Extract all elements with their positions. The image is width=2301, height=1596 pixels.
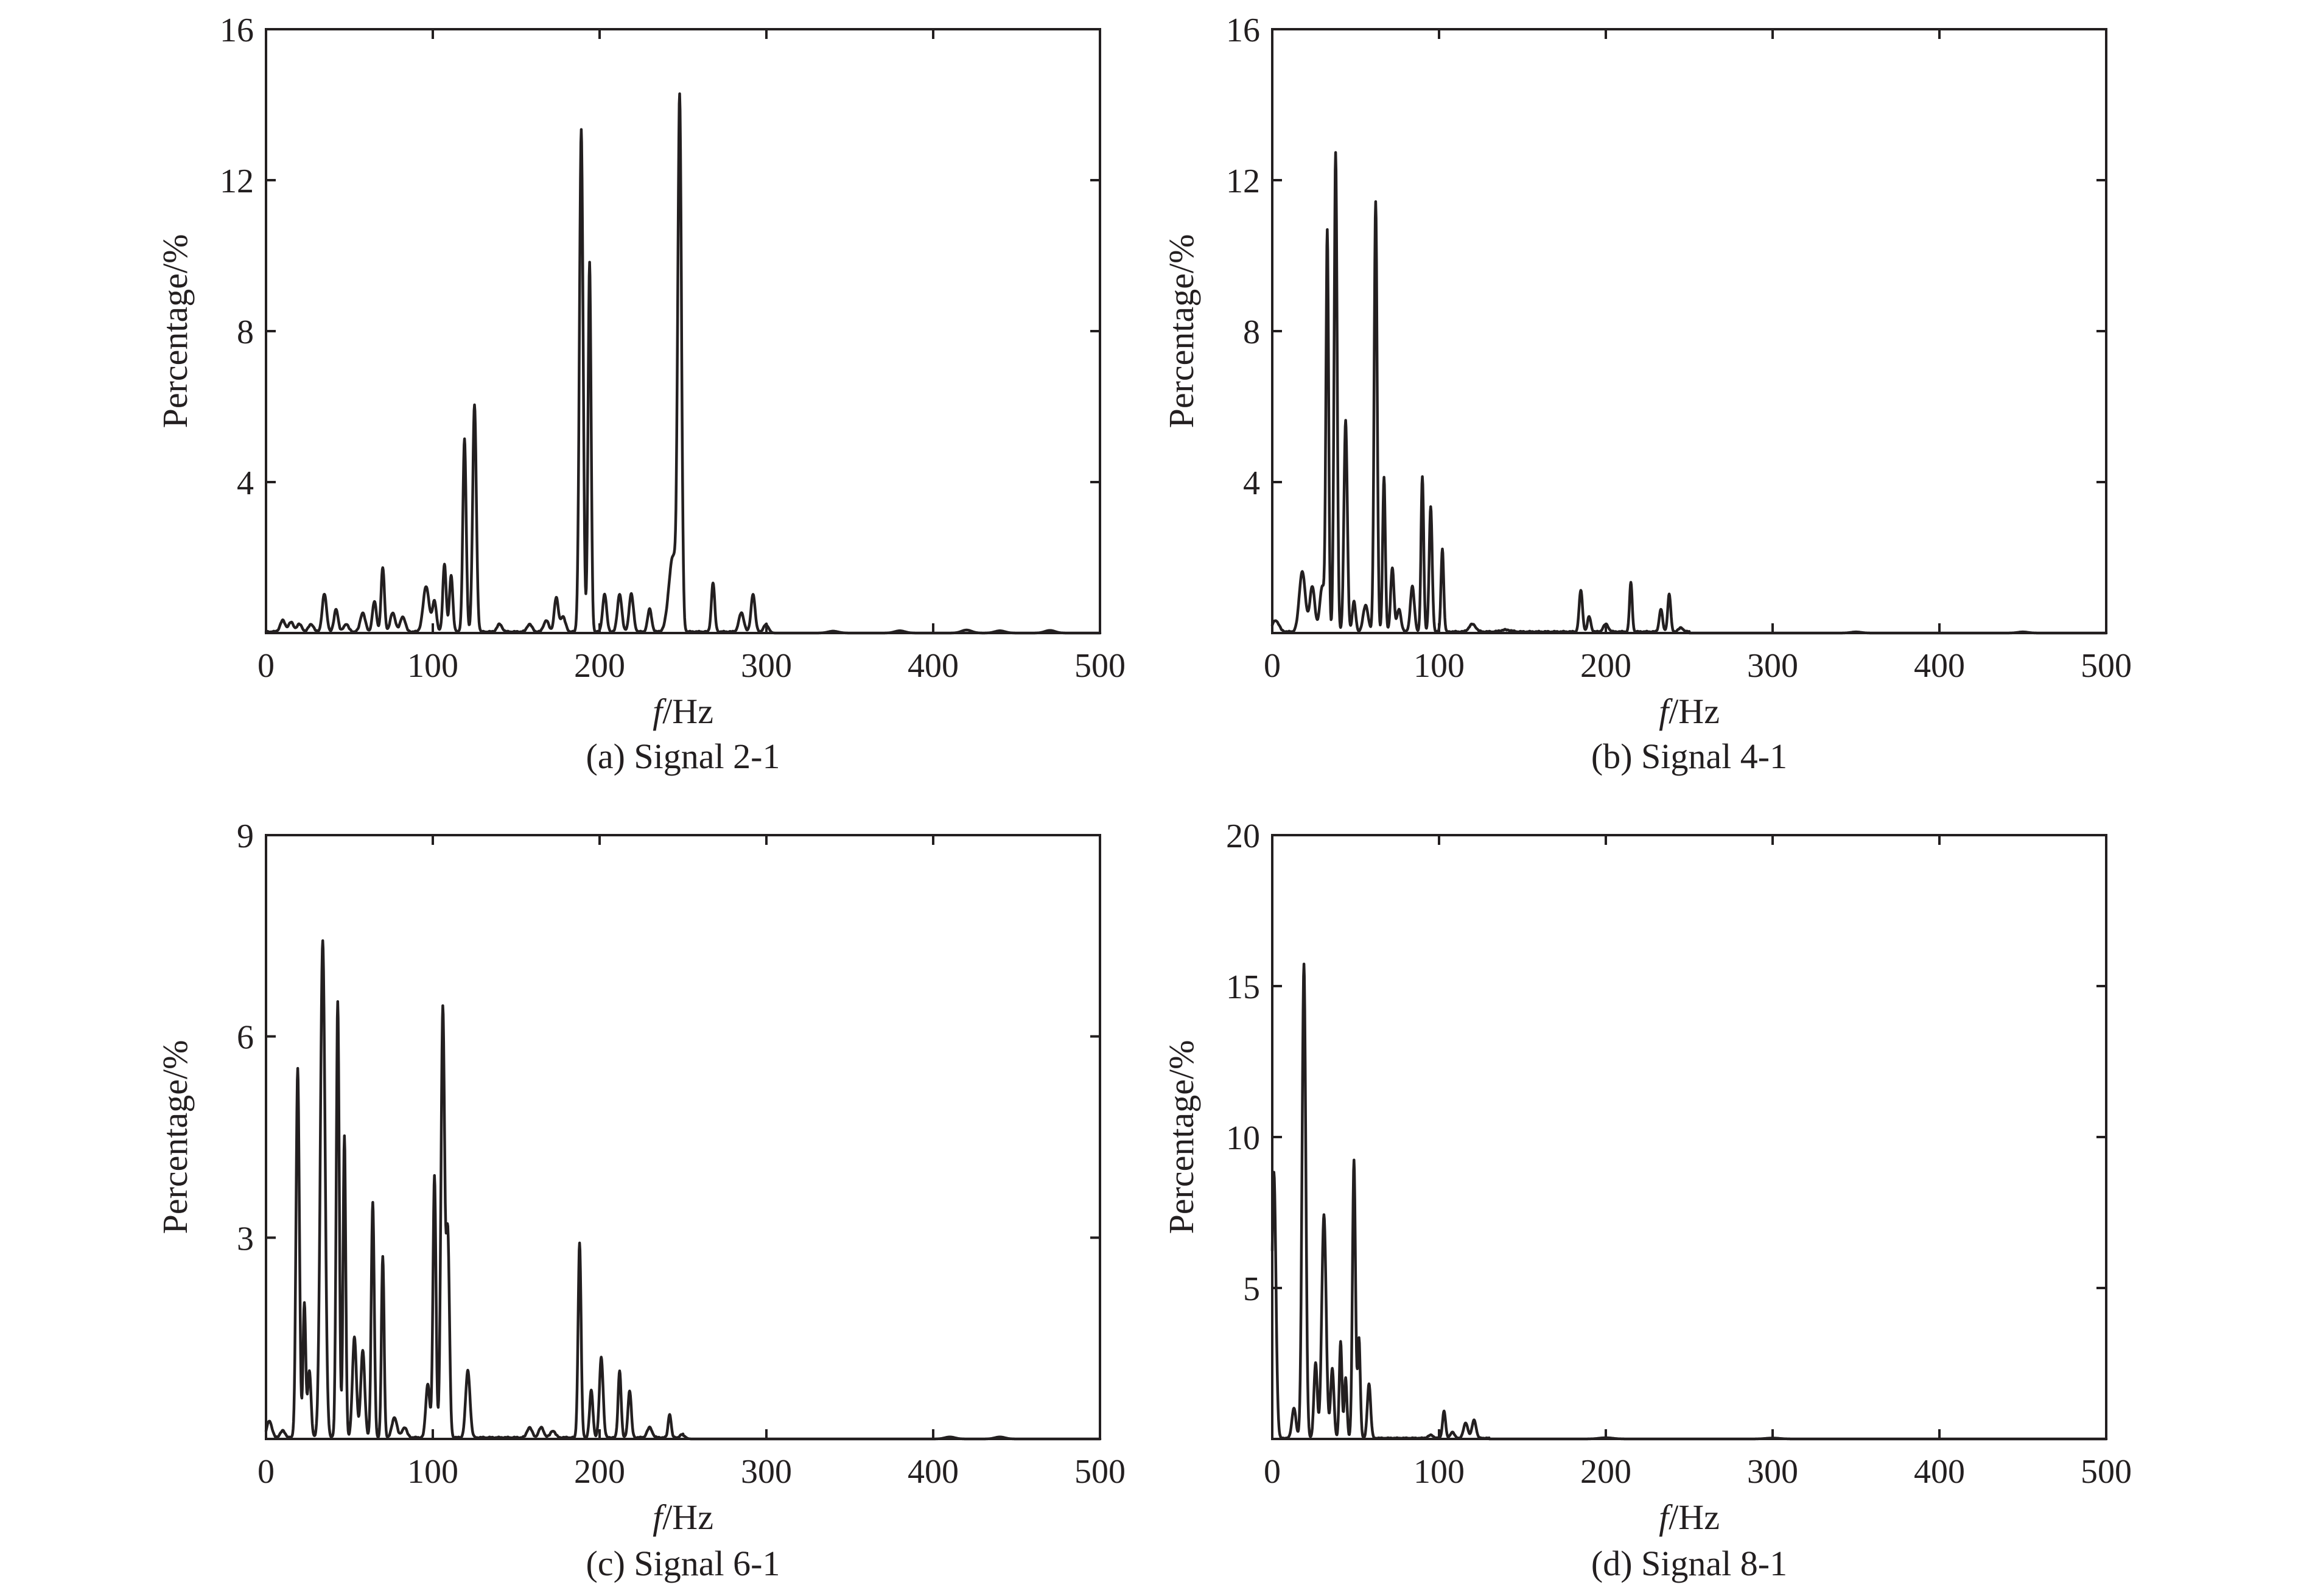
y-tick-label: 12 — [220, 163, 254, 200]
x-tick-label: 300 — [741, 1453, 792, 1491]
x-tick-label: 200 — [574, 647, 625, 685]
x-tick-label: 500 — [2081, 1453, 2132, 1491]
x-tick-label: 500 — [2081, 647, 2132, 685]
x-tick-label: 0 — [257, 1453, 275, 1491]
x-tick-label: 300 — [741, 647, 792, 685]
chart-panel-4: 0 100 200 300 400 500 5 10 15 20 f/Hz Percentage/% (… — [1161, 817, 2132, 1583]
x-tick-label: 300 — [1747, 1453, 1798, 1491]
chart-panel-1: 0 100 200 300 400 500 4 8 12 16 f/Hz Percentage/% (a… — [155, 12, 1126, 776]
plot-frame — [265, 28, 1101, 634]
x-tick-label: 100 — [1413, 1453, 1465, 1491]
chart-panel-3: 0 100 200 300 400 500 3 6 9 f/Hz Percentage/% (c) S… — [155, 817, 1126, 1583]
chart-panel-2: 0 100 200 300 400 500 4 8 12 16 f/Hz Percentage/% (b… — [1161, 12, 2132, 776]
x-tick-label: 400 — [908, 647, 959, 685]
data-series-line — [1270, 962, 2108, 1441]
y-tick-label: 3 — [237, 1220, 254, 1258]
chart-caption: (c) Signal 6-1 — [586, 1544, 780, 1583]
x-tick-label: 300 — [1747, 647, 1798, 685]
y-tick-label: 15 — [1226, 968, 1260, 1006]
chart-caption: (d) Signal 8-1 — [1591, 1544, 1787, 1583]
data-series-line — [264, 939, 1102, 1441]
x-tick-label: 400 — [1914, 1453, 1965, 1491]
x-tick-label: 100 — [1413, 647, 1465, 685]
y-tick-label: 16 — [1226, 12, 1260, 49]
x-tick-label: 100 — [407, 1453, 458, 1491]
y-tick-label: 20 — [1226, 817, 1260, 855]
x-axis-label: f/Hz — [1659, 691, 1720, 731]
x-tick-label: 0 — [1264, 1453, 1281, 1491]
x-tick-label: 500 — [1074, 647, 1126, 685]
data-series-line — [264, 92, 1102, 635]
y-tick-label: 4 — [1243, 464, 1260, 502]
x-tick-label: 500 — [1074, 1453, 1126, 1491]
x-tick-label: 200 — [574, 1453, 625, 1491]
y-tick-label: 10 — [1226, 1119, 1260, 1157]
x-axis-label: f/Hz — [653, 691, 713, 731]
chart-caption: (a) Signal 2-1 — [586, 737, 780, 776]
x-axis-label: f/Hz — [1659, 1497, 1720, 1537]
x-tick-label: 0 — [257, 647, 275, 685]
y-tick-label: 8 — [237, 313, 254, 351]
y-axis-label: Percentage/% — [155, 1040, 195, 1234]
y-axis-label: Percentage/% — [1161, 1040, 1201, 1234]
data-series-line — [1270, 151, 2108, 635]
y-axis-label: Percentage/% — [1161, 234, 1201, 429]
y-tick-label: 6 — [237, 1019, 254, 1057]
y-tick-label: 12 — [1226, 163, 1260, 200]
x-tick-label: 100 — [407, 647, 458, 685]
x-tick-label: 200 — [1580, 1453, 1631, 1491]
x-tick-label: 400 — [908, 1453, 959, 1491]
x-axis-label: f/Hz — [653, 1497, 713, 1537]
y-tick-label: 8 — [1243, 313, 1260, 351]
y-tick-label: 9 — [237, 817, 254, 855]
x-tick-label: 0 — [1264, 647, 1281, 685]
y-tick-label: 16 — [220, 12, 254, 49]
plot-frame — [265, 834, 1101, 1440]
plot-frame — [1271, 28, 2107, 634]
chart-caption: (b) Signal 4-1 — [1591, 737, 1787, 776]
plot-frame — [1271, 834, 2107, 1440]
x-tick-label: 400 — [1914, 647, 1965, 685]
y-tick-label: 4 — [237, 464, 254, 502]
y-tick-label: 5 — [1243, 1270, 1260, 1308]
y-axis-label: Percentage/% — [155, 234, 195, 429]
x-tick-label: 200 — [1580, 647, 1631, 685]
